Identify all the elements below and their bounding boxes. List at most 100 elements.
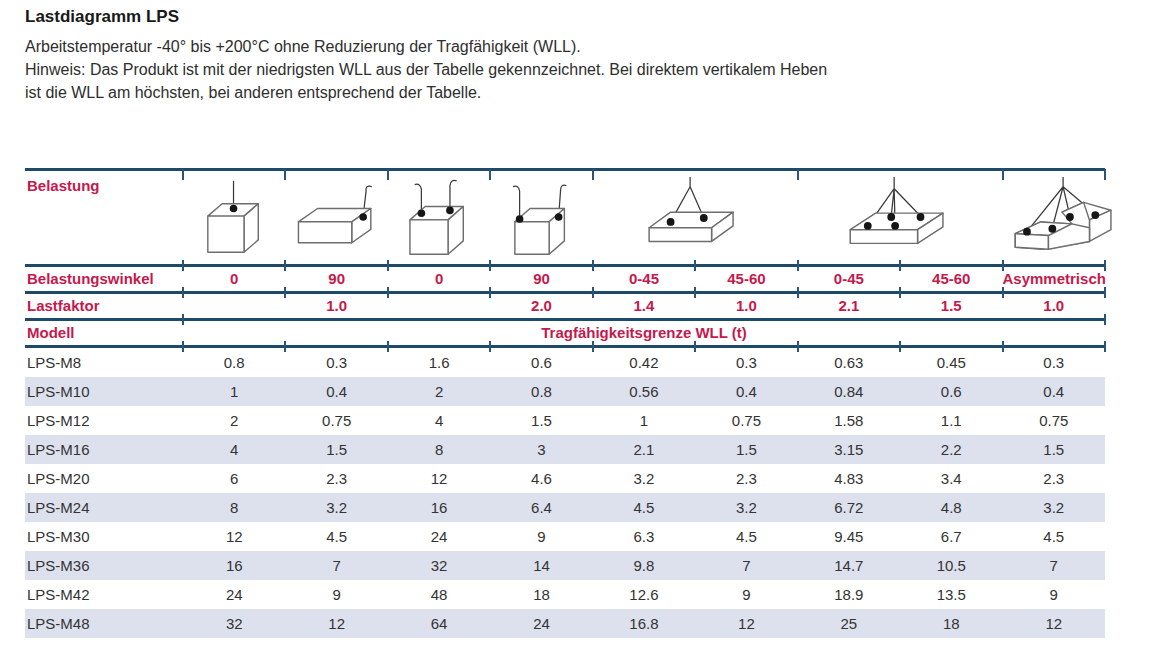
wll-value-cell: 3.2 (285, 493, 387, 522)
wll-value-cell: 24 (490, 609, 592, 638)
asymmetric-four-leg-sling-icon (1003, 177, 1131, 259)
wll-value-cell: 4 (183, 435, 285, 464)
wll-value-cell: 6.3 (593, 522, 695, 551)
model-name-cell: LPS-M48 (25, 609, 183, 638)
wll-value-cell: 12 (695, 609, 797, 638)
model-name-cell: LPS-M12 (25, 406, 183, 435)
model-name-cell: LPS-M16 (25, 435, 183, 464)
wll-value-cell: 4.6 (490, 464, 592, 493)
document-header: Lastdiagramm LPS Arbeitstemperatur -40° … (25, 7, 1125, 104)
load-angle-row: Belastungswinkel0900900-4545-600-4545-60… (25, 266, 1105, 293)
wll-value-cell: 2.3 (695, 464, 797, 493)
wll-value-cell: 48 (388, 580, 490, 609)
wll-value-cell: 2 (183, 406, 285, 435)
four-leg-sling-icon (836, 177, 964, 259)
model-data-row: LPS-M1220.7541.510.751.581.10.75 (25, 406, 1105, 435)
wll-value-cell: 3.15 (798, 435, 900, 464)
hinweis-text-line1: Hinweis: Das Produkt ist mit der niedrig… (25, 58, 1125, 81)
wll-value-cell: 0.75 (285, 406, 387, 435)
wll-value-cell: 2.1 (593, 435, 695, 464)
load-factor-cell: 1.0 (1003, 293, 1106, 320)
wll-value-cell: 0.56 (593, 377, 695, 406)
model-data-row: LPS-M80.80.31.60.60.420.30.630.450.3 (25, 347, 1105, 378)
load-icon-cell (593, 170, 798, 266)
model-data-row: LPS-M1641.5832.11.53.152.21.5 (25, 435, 1105, 464)
load-capacity-table: Belastung (25, 168, 1105, 638)
wll-value-cell: 9 (695, 580, 797, 609)
wll-value-cell: 4 (388, 406, 490, 435)
wll-value-cell: 16.8 (593, 609, 695, 638)
wll-value-cell: 0.3 (1003, 347, 1106, 378)
wll-value-cell: 7 (695, 551, 797, 580)
load-angle-cell: Asymmetrisch (1003, 266, 1106, 293)
load-angle-cell: 0-45 (593, 266, 695, 293)
wll-value-cell: 16 (183, 551, 285, 580)
wll-value-cell: 6.72 (798, 493, 900, 522)
wll-value-cell: 4.83 (798, 464, 900, 493)
wll-value-cell: 12 (183, 522, 285, 551)
wll-value-cell: 32 (388, 551, 490, 580)
wll-limit-header: Tragfähigkeitsgrenze WLL (t) (183, 320, 1105, 347)
wll-value-cell: 0.8 (183, 347, 285, 378)
wll-value-cell: 1.5 (490, 406, 592, 435)
load-angle-cell: 45-60 (695, 266, 797, 293)
wll-value-cell: 32 (183, 609, 285, 638)
datasheet-page: Lastdiagramm LPS Arbeitstemperatur -40° … (0, 0, 1150, 658)
wll-value-cell: 3.2 (593, 464, 695, 493)
wll-value-cell: 2.2 (900, 435, 1002, 464)
lastfaktor-row-label: Lastfaktor (25, 293, 183, 320)
load-factor-cell: 2.0 (490, 293, 592, 320)
wll-value-cell: 24 (388, 522, 490, 551)
wll-value-cell: 1.58 (798, 406, 900, 435)
load-icon-cell (798, 170, 1003, 266)
two-leg-vertical-cube-icon (389, 177, 489, 259)
wll-value-cell: 1.1 (900, 406, 1002, 435)
wll-value-cell: 4.5 (285, 522, 387, 551)
belastungswinkel-row-label: Belastungswinkel (25, 266, 183, 293)
wll-value-cell: 9 (1003, 580, 1106, 609)
model-data-row: LPS-M30124.52496.34.59.456.74.5 (25, 522, 1105, 551)
wll-value-cell: 12 (388, 464, 490, 493)
wll-value-cell: 6.4 (490, 493, 592, 522)
load-angle-cell: 0 (183, 266, 285, 293)
wll-value-cell: 0.6 (900, 377, 1002, 406)
load-factor-cell: 2.1 (798, 293, 900, 320)
wll-value-cell: 2.3 (285, 464, 387, 493)
load-angle-cell: 90 (285, 266, 387, 293)
wll-value-cell: 0.3 (695, 347, 797, 378)
wll-value-cell: 1.5 (285, 435, 387, 464)
single-leg-vertical-cube-icon (184, 177, 284, 259)
wll-value-cell: 0.4 (285, 377, 387, 406)
wll-value-cell: 4.5 (695, 522, 797, 551)
load-icon-cell (285, 170, 387, 266)
wll-value-cell: 0.4 (695, 377, 797, 406)
wll-value-cell: 3.2 (695, 493, 797, 522)
wll-value-cell: 18.9 (798, 580, 900, 609)
model-data-row: LPS-M483212642416.812251812 (25, 609, 1105, 638)
load-factor-cell (183, 293, 285, 320)
load-factor-row: Lastfaktor1.02.01.41.02.11.51.0 (25, 293, 1105, 320)
wll-value-cell: 9.45 (798, 522, 900, 551)
wll-value-cell: 4.5 (593, 493, 695, 522)
wll-value-cell: 25 (798, 609, 900, 638)
wll-value-cell: 12.6 (593, 580, 695, 609)
wll-value-cell: 0.63 (798, 347, 900, 378)
wll-value-cell: 0.8 (490, 377, 592, 406)
model-name-cell: LPS-M36 (25, 551, 183, 580)
load-angle-cell: 0 (388, 266, 490, 293)
load-factor-cell (388, 293, 490, 320)
model-data-row: LPS-M2483.2166.44.53.26.724.83.2 (25, 493, 1105, 522)
load-angle-cell: 0-45 (798, 266, 900, 293)
load-factor-cell: 1.0 (285, 293, 387, 320)
wll-value-cell: 14.7 (798, 551, 900, 580)
wll-value-cell: 8 (183, 493, 285, 522)
load-factor-cell: 1.4 (593, 293, 695, 320)
wll-value-cell: 9.8 (593, 551, 695, 580)
two-leg-90-cube-icon (492, 177, 592, 259)
belastung-row-label: Belastung (25, 170, 183, 266)
temperature-note: Arbeitstemperatur -40° bis +200°C ohne R… (25, 35, 1125, 58)
wll-value-cell: 13.5 (900, 580, 1002, 609)
load-icon-cell (183, 170, 285, 266)
wll-value-cell: 1 (593, 406, 695, 435)
wll-value-cell: 10.5 (900, 551, 1002, 580)
